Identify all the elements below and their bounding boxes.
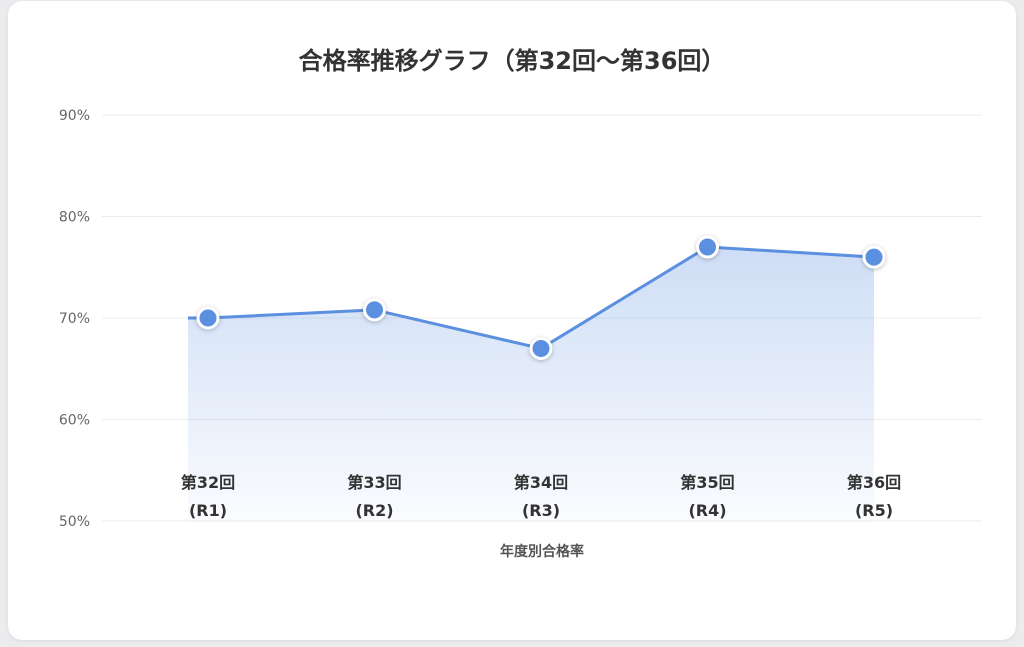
- x-tick-label: 第32回: [181, 473, 235, 492]
- chart-title: 合格率推移グラフ（第32回〜第36回）: [298, 47, 726, 75]
- x-tick-label: 第35回: [680, 473, 734, 492]
- area-shape: [188, 246, 874, 521]
- data-points: [196, 235, 886, 360]
- data-point: [529, 336, 553, 360]
- y-tick-label: 60%: [59, 413, 90, 429]
- x-tick-label: 第34回: [514, 473, 568, 492]
- area-fill: [188, 246, 874, 521]
- x-tick-sublabel: (R4): [688, 501, 726, 520]
- y-tick-label: 80%: [59, 210, 90, 226]
- data-point: [696, 235, 719, 259]
- x-tick-sublabel: (R5): [855, 501, 893, 520]
- x-tick-sublabel: (R2): [355, 501, 393, 520]
- data-point: [363, 298, 386, 322]
- x-tick-label: 第36回: [847, 473, 901, 492]
- y-tick-label: 70%: [59, 311, 90, 327]
- x-axis: 第32回 (R1) 第33回 (R2) 第34回 (R3) 第35回 (R4) 第36回 (R5): [181, 473, 901, 520]
- x-tick-label: 第33回: [347, 473, 401, 492]
- data-point: [196, 306, 220, 330]
- x-axis-label: 年度別合格率: [500, 543, 584, 560]
- x-tick-sublabel: (R1): [189, 501, 227, 520]
- data-point: [862, 245, 886, 269]
- y-tick-label: 50%: [59, 514, 90, 530]
- y-tick-label: 90%: [59, 108, 90, 124]
- x-tick-sublabel: (R3): [522, 501, 560, 520]
- y-axis: 50% 60% 70% 80% 90%: [59, 108, 90, 530]
